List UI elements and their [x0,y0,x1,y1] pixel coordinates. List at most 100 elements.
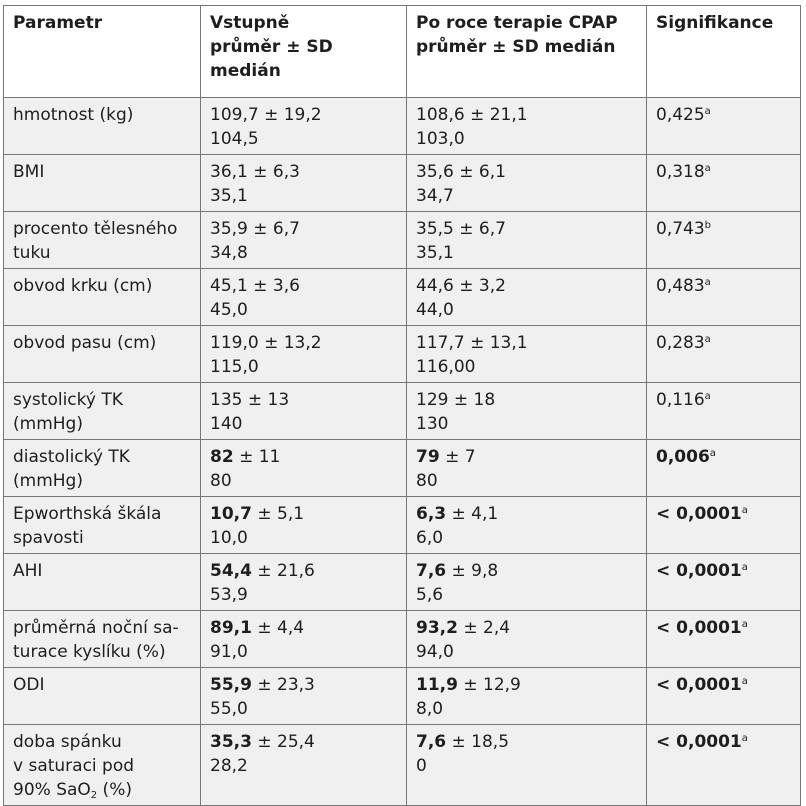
mean-sd: 117,7 ± 13,1 [416,331,642,355]
p-value: 0,318 [656,162,705,182]
median-value: 35,1 [210,186,248,206]
table-row: doba spánku v saturaci pod 90% SaO2 (%) 35,… [3,724,801,806]
mean-sd: 35,9 ± 6,7 [210,217,402,241]
mean-sd: 35,6 ± 6,1 [416,160,642,184]
mean-value: 45,1 [210,276,248,296]
cell-po-roce: 79 ± 7 80 [406,439,647,497]
sd-value: ± 6,3 [247,162,300,182]
p-value-line: 0,116a [656,388,796,412]
param-label-line: hmotnost (kg) [13,105,134,125]
results-table: Parametr Vstupně průměr ± SD medián Po r… [3,5,801,806]
cell-parametr: průměrná noční sa-turace kyslíku (%) [3,610,201,668]
param-label-line: turace kyslíku (%) [13,642,166,662]
sd-value: ± 4,4 [251,618,305,638]
sd-value: ± 21,6 [251,561,315,581]
p-value: < 0,0001 [656,561,742,581]
cell-signifikance: 0,483a [646,268,801,326]
cell-vstupne: 54,4 ± 21,6 53,9 [200,553,407,611]
median-value: 94,0 [416,642,454,662]
sd-value: ± 12,9 [457,675,521,695]
cell-parametr: BMI [3,154,201,212]
p-footnote-mark: a [741,733,748,744]
mean-value: 82 [210,447,234,467]
cell-signifikance: 0,283a [646,325,801,383]
mean-sd: 11,9 ± 12,9 [416,673,642,697]
p-value-line: < 0,0001a [656,673,796,697]
median-value: 140 [210,414,243,434]
median-value: 28,2 [210,756,248,776]
median-value: 55,0 [210,699,248,719]
p-value: < 0,0001 [656,732,742,752]
p-footnote-mark: a [709,448,716,459]
mean-value: 7,6 [416,561,447,581]
cell-po-roce: 117,7 ± 13,1 116,00 [406,325,647,383]
cell-signifikance: < 0,0001a [646,610,801,668]
mean-sd: 82 ± 11 [210,445,402,469]
cell-parametr: diastolický TK (mmHg) [3,439,201,497]
sd-value: ± 18,5 [446,732,510,752]
median-value: 5,6 [416,585,444,605]
mean-value: 117,7 [416,333,465,353]
table-row: průměrná noční sa-turace kyslíku (%) 89,1… [3,610,801,668]
p-value: < 0,0001 [656,504,742,524]
param-label-line: ODI [13,675,45,695]
cell-signifikance: 0,318a [646,154,801,212]
mean-sd: 45,1 ± 3,6 [210,274,402,298]
table-row: obvod pasu (cm) 119,0 ± 13,2 115,0 117,7 ± … [3,325,801,383]
mean-value: 79 [416,447,440,467]
median-value: 91,0 [210,642,248,662]
param-label-line: obvod pasu (cm) [13,333,157,353]
mean-value: 7,6 [416,732,447,752]
median-value: 104,5 [210,129,259,149]
median-value: 8,0 [416,699,444,719]
mean-sd: 7,6 ± 9,8 [416,559,642,583]
p-value: 0,006 [656,447,710,467]
param-label-line: doba spánku [13,732,122,752]
cell-signifikance: < 0,0001a [646,724,801,806]
p-footnote-mark: a [741,562,748,573]
param-label-line: (mmHg) [13,414,83,434]
p-footnote-mark: a [704,277,711,288]
sd-value: ± 4,1 [446,504,499,524]
mean-value: 44,6 [416,276,454,296]
p-footnote-mark: a [704,106,711,117]
sd-value: ± 11 [233,447,281,467]
cell-parametr: doba spánku v saturaci pod 90% SaO2 (%) [3,724,201,806]
mean-sd: 7,6 ± 18,5 [416,730,642,754]
mean-sd: 36,1 ± 6,3 [210,160,402,184]
cell-vstupne: 35,3 ± 25,4 28,2 [200,724,407,806]
cell-po-roce: 7,6 ± 9,8 5,6 [406,553,647,611]
cell-vstupne: 109,7 ± 19,2 104,5 [200,97,407,155]
mean-sd: 129 ± 18 [416,388,642,412]
mean-sd: 89,1 ± 4,4 [210,616,402,640]
p-value-line: 0,318a [656,160,796,184]
cell-po-roce: 129 ± 18 130 [406,382,647,440]
mean-value: 129 [416,390,449,410]
median-value: 80 [416,471,438,491]
cell-po-roce: 6,3 ± 4,1 6,0 [406,496,647,554]
p-value-line: < 0,0001a [656,559,796,583]
cell-po-roce: 7,6 ± 18,5 0 [406,724,647,806]
median-value: 130 [416,414,449,434]
cell-po-roce: 35,6 ± 6,1 34,7 [406,154,647,212]
cell-vstupne: 55,9 ± 23,3 55,0 [200,667,407,725]
p-value-line: 0,006a [656,445,796,469]
cell-parametr: hmotnost (kg) [3,97,201,155]
param-label-text: 90% SaO [13,780,91,800]
mean-sd: 119,0 ± 13,2 [210,331,402,355]
param-label-line: obvod krku (cm) [13,276,153,296]
param-label-line: průměrná noční sa- [13,618,179,638]
header-parametr: Parametr [3,5,201,98]
sd-value: ± 9,8 [446,561,499,581]
mean-value: 119,0 [210,333,259,353]
sd-value: ± 3,2 [453,276,506,296]
mean-value: 55,9 [210,675,252,695]
sd-value: ± 25,4 [251,732,315,752]
mean-sd: 79 ± 7 [416,445,642,469]
cell-signifikance: 0,425a [646,97,801,155]
param-label-line: 90% SaO2 (%) [13,778,196,802]
cell-parametr: systolický TK (mmHg) [3,382,201,440]
median-value: 116,00 [416,357,476,377]
median-value: 45,0 [210,300,248,320]
cell-signifikance: 0,006a [646,439,801,497]
